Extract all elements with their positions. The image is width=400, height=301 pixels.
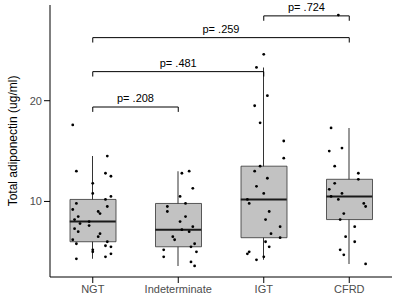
svg-text:p= .208: p= .208 — [117, 92, 154, 104]
svg-text:p= .481: p= .481 — [160, 57, 197, 69]
svg-text:CFRD: CFRD — [334, 283, 365, 295]
svg-text:20: 20 — [30, 95, 42, 107]
svg-text:10: 10 — [30, 195, 42, 207]
svg-text:Indeterminate: Indeterminate — [145, 283, 212, 295]
svg-text:p= .259: p= .259 — [202, 23, 239, 35]
svg-text:Total adiponectin (ug/ml): Total adiponectin (ug/ml) — [8, 76, 20, 207]
svg-text:NGT: NGT — [81, 283, 105, 295]
svg-text:p= .724: p= .724 — [288, 1, 325, 13]
svg-text:IGT: IGT — [255, 283, 274, 295]
